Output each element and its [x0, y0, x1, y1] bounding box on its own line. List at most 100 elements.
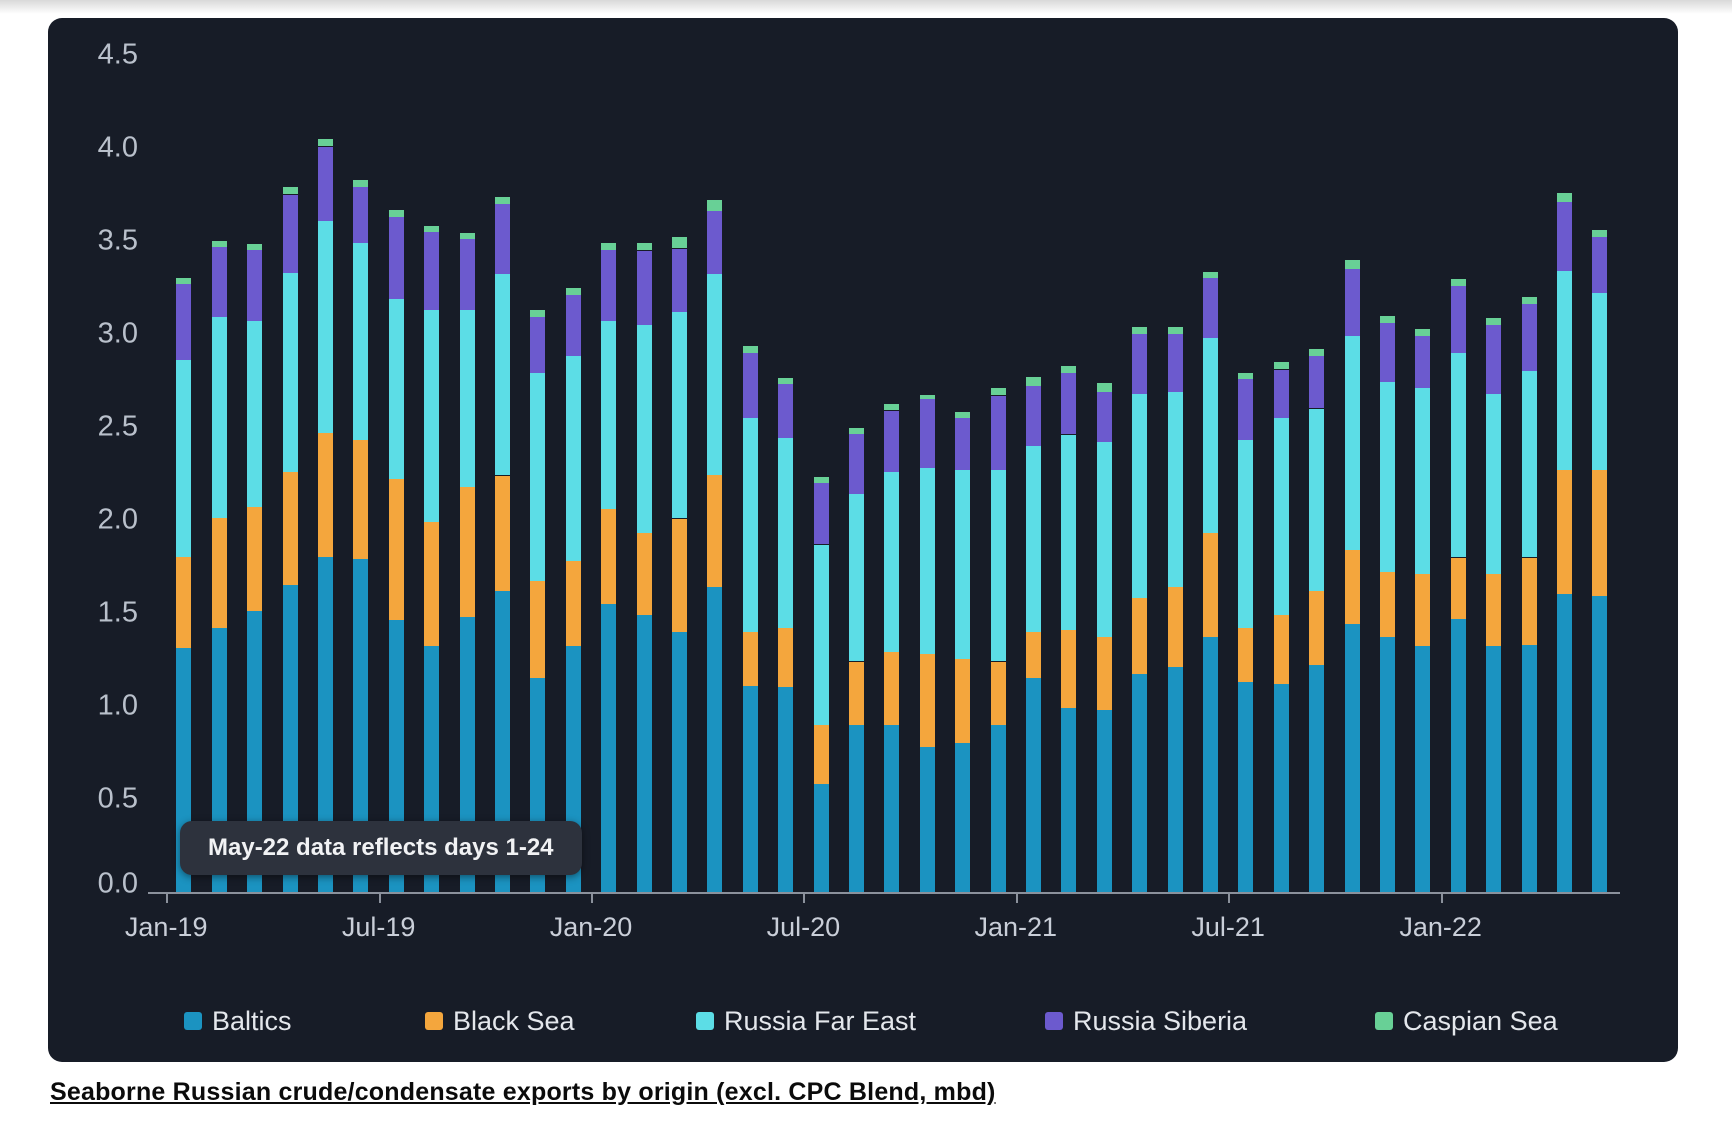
bar-segment-black-sea [1061, 630, 1077, 708]
bar-Feb-20[interactable] [636, 243, 652, 892]
bar-segment-baltics [1203, 637, 1218, 892]
bar-May-22[interactable] [1592, 230, 1608, 892]
bar-segment-russia-siberia [707, 211, 723, 274]
bar-Nov-19[interactable] [530, 310, 546, 892]
bar-segment-caspian-sea [1380, 316, 1395, 323]
bar-May-19[interactable] [318, 139, 333, 892]
legend-item-russia-far-east[interactable]: Russia Far East [696, 1006, 916, 1036]
legend-item-baltics[interactable]: Baltics [184, 1006, 292, 1036]
bar-Feb-21[interactable] [1061, 366, 1077, 892]
bar-segment-russia-siberia [1344, 269, 1360, 336]
bar-Dec-20[interactable] [990, 388, 1006, 892]
bar-segment-russia-far-east [1273, 418, 1289, 615]
bar-segment-baltics [318, 557, 333, 892]
bar-segment-russia-siberia [813, 483, 829, 544]
bar-Feb-22[interactable] [1486, 317, 1502, 892]
bar-Jun-20[interactable] [778, 378, 794, 892]
bar-Jul-19[interactable] [388, 209, 404, 892]
bar-Mar-21[interactable] [1096, 382, 1112, 892]
bar-Mar-19[interactable] [247, 244, 263, 892]
bar-Oct-20[interactable] [919, 395, 935, 892]
bar-segment-baltics [1238, 682, 1254, 892]
bar-Oct-19[interactable] [495, 196, 510, 892]
bar-Apr-22[interactable] [1557, 193, 1572, 892]
bar-segment-caspian-sea [884, 404, 900, 410]
x-axis-label-Jan-19: Jan-19 [124, 912, 208, 942]
bar-segment-caspian-sea [1486, 318, 1502, 325]
bar-segment-caspian-sea [530, 310, 546, 317]
bar-segment-caspian-sea [353, 180, 369, 187]
bar-Apr-19[interactable] [282, 187, 298, 892]
bar-segment-russia-far-east [1167, 392, 1183, 587]
bar-Jan-20[interactable] [601, 243, 617, 892]
bar-segment-black-sea [176, 557, 192, 648]
bar-Aug-19[interactable] [424, 226, 440, 892]
bar-segment-russia-far-east [778, 438, 794, 628]
bar-segment-russia-far-east [176, 360, 192, 557]
bar-Jul-20[interactable] [813, 477, 829, 892]
bar-segment-caspian-sea [1592, 230, 1608, 237]
bar-Aug-20[interactable] [849, 428, 864, 892]
y-axis-label-2.5: 2.5 [97, 410, 138, 443]
bar-Mar-22[interactable] [1521, 297, 1537, 892]
bar-Nov-21[interactable] [1380, 315, 1395, 892]
legend-item-caspian-sea[interactable]: Caspian Sea [1375, 1006, 1558, 1036]
bar-Dec-19[interactable] [565, 287, 581, 892]
bar-Sep-21[interactable] [1309, 349, 1325, 892]
x-axis-label-Jan-22: Jan-22 [1399, 912, 1482, 942]
bar-Jan-19[interactable] [176, 278, 192, 892]
bar-segment-russia-siberia [565, 295, 581, 356]
legend-swatch-russia-far-east [696, 1012, 714, 1030]
bar-segment-caspian-sea [1132, 327, 1148, 334]
bar-Feb-19[interactable] [211, 241, 227, 892]
legend-swatch-caspian-sea [1375, 1012, 1393, 1030]
x-axis-label-Jul-20: Jul-20 [766, 912, 841, 942]
bar-May-20[interactable] [742, 345, 758, 892]
bar-Jun-21[interactable] [1203, 272, 1218, 892]
bar-segment-black-sea [388, 479, 404, 620]
bar-segment-baltics [1026, 678, 1041, 892]
bar-Dec-21[interactable] [1415, 328, 1431, 892]
bar-segment-baltics [849, 725, 864, 892]
bar-segment-russia-far-east [884, 472, 900, 652]
bar-Jan-21[interactable] [1026, 377, 1041, 892]
bar-Sep-20[interactable] [884, 404, 900, 892]
bar-segment-russia-far-east [1309, 409, 1325, 591]
bar-segment-caspian-sea [1026, 377, 1041, 386]
bar-segment-caspian-sea [742, 346, 758, 353]
legend-item-black-sea[interactable]: Black Sea [425, 1006, 575, 1036]
bar-segment-russia-siberia [1238, 379, 1254, 440]
bar-Jul-21[interactable] [1238, 373, 1254, 892]
bar-segment-russia-siberia [1380, 322, 1395, 382]
bar-Oct-21[interactable] [1344, 260, 1360, 892]
bar-Apr-21[interactable] [1132, 327, 1148, 892]
bar-Mar-20[interactable] [672, 237, 687, 892]
bar-Aug-21[interactable] [1273, 362, 1289, 892]
bar-segment-russia-far-east [388, 299, 404, 479]
bar-segment-black-sea [1450, 558, 1466, 619]
bar-segment-caspian-sea [707, 200, 723, 211]
bar-Sep-19[interactable] [459, 233, 475, 892]
bar-segment-baltics [353, 559, 369, 892]
bar-Jun-19[interactable] [353, 180, 369, 892]
legend-item-russia-siberia[interactable]: Russia Siberia [1045, 1006, 1247, 1036]
bar-segment-russia-siberia [742, 353, 758, 418]
bar-segment-black-sea [1167, 587, 1183, 667]
bar-Jan-22[interactable] [1450, 278, 1466, 892]
bar-segment-russia-far-east [1026, 446, 1041, 632]
bar-segment-baltics [1521, 645, 1537, 892]
bar-segment-black-sea [636, 533, 652, 615]
bar-segment-baltics [636, 615, 652, 892]
bar-segment-black-sea [707, 475, 723, 587]
bar-segment-russia-far-east [247, 321, 263, 507]
x-axis-tick-Jan-19 [166, 892, 169, 903]
bar-segment-russia-siberia [1132, 334, 1148, 394]
bar-Nov-20[interactable] [955, 412, 971, 892]
bar-segment-russia-far-east [1096, 442, 1112, 637]
bar-segment-black-sea [1132, 598, 1148, 674]
bar-segment-caspian-sea [176, 278, 192, 284]
bar-segment-russia-far-east [318, 221, 333, 433]
bar-May-21[interactable] [1167, 327, 1183, 892]
bar-Apr-20[interactable] [707, 200, 723, 892]
bar-segment-russia-far-east [990, 469, 1006, 661]
